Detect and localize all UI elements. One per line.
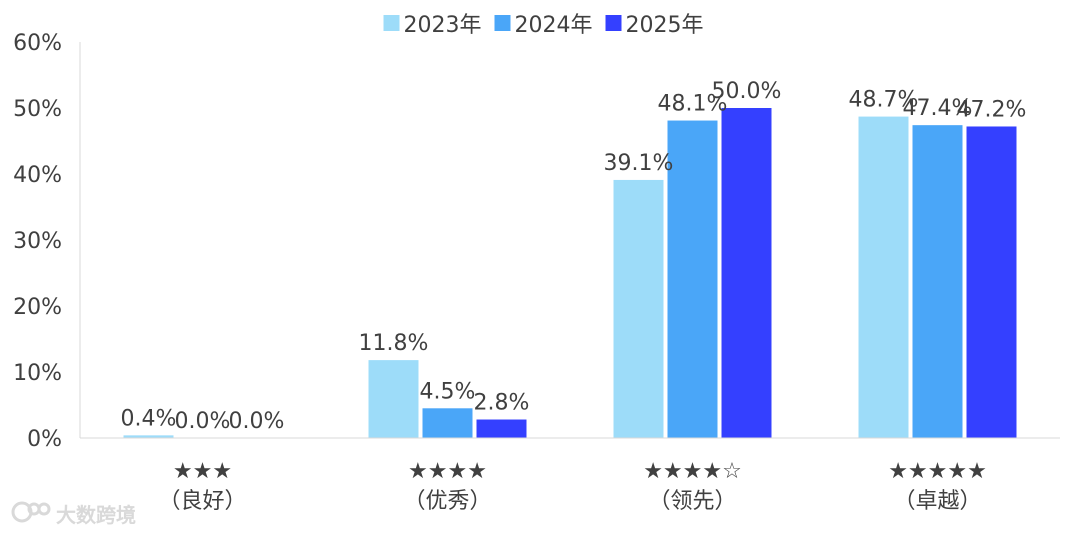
data-label: 48.7%	[849, 88, 919, 113]
data-label: 39.1%	[604, 151, 674, 176]
data-label: 0.0%	[229, 409, 285, 434]
bar	[368, 360, 419, 438]
bar	[422, 408, 473, 438]
legend: 2023年 2024年 2025年	[383, 13, 704, 38]
watermark: 大数跨境	[11, 501, 136, 527]
data-label: 50.0%	[712, 79, 782, 104]
bar	[613, 179, 664, 438]
data-label: 0.0%	[175, 409, 231, 434]
legend-label: 2023年	[404, 13, 482, 38]
legend-swatch	[605, 15, 622, 31]
data-label: 11.8%	[359, 331, 429, 356]
bar	[667, 120, 718, 438]
data-label: 47.4%	[903, 96, 973, 121]
data-label: 48.1%	[658, 92, 728, 117]
category-label: （卓越）	[893, 489, 981, 514]
y-tick-label: 10%	[13, 361, 62, 386]
y-axis: 0% 10% 20% 30% 40% 50% 60%	[13, 31, 81, 452]
data-label: 0.4%	[121, 406, 177, 431]
bar	[476, 419, 527, 438]
bar	[123, 435, 174, 438]
watermark-text: 大数跨境	[56, 503, 136, 527]
category-label: （优秀）	[403, 489, 491, 514]
data-label: 2.8%	[474, 391, 530, 416]
category-stars: ★★★★	[408, 459, 487, 484]
y-tick-label: 50%	[13, 97, 62, 122]
legend-label: 2025年	[626, 13, 704, 38]
category-label: （良好）	[158, 489, 246, 514]
x-axis: ★★★ （良好） ★★★★ （优秀） ★★★★☆ （领先） ★★★★★ （卓越）	[80, 437, 1060, 514]
category-stars: ★★★★★	[888, 459, 987, 484]
category-stars: ★★★	[173, 459, 232, 484]
y-tick-label: 40%	[13, 163, 62, 188]
legend-swatch	[383, 15, 400, 31]
bars	[123, 108, 1017, 438]
y-tick-label: 0%	[27, 427, 62, 452]
bar	[966, 126, 1017, 438]
bar	[858, 116, 909, 438]
legend-label: 2024年	[515, 13, 593, 38]
bar	[721, 108, 772, 438]
category-label: （领先）	[648, 489, 736, 514]
y-tick-label: 30%	[13, 229, 62, 254]
data-label: 47.2%	[957, 97, 1027, 122]
legend-swatch	[494, 15, 511, 31]
category-stars: ★★★★☆	[643, 459, 742, 484]
watermark-logo-icon	[11, 501, 51, 523]
bar	[912, 125, 963, 438]
data-label: 4.5%	[420, 379, 476, 404]
data-labels: 0.4%0.0%0.0%11.8%4.5%2.8%39.1%48.1%50.0%…	[121, 79, 1027, 434]
y-tick-label: 20%	[13, 295, 62, 320]
y-tick-label: 60%	[13, 31, 62, 56]
